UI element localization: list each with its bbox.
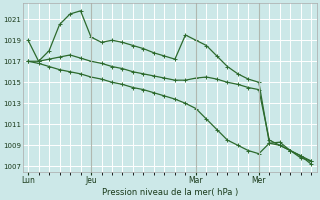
X-axis label: Pression niveau de la mer( hPa ): Pression niveau de la mer( hPa ): [101, 188, 238, 197]
